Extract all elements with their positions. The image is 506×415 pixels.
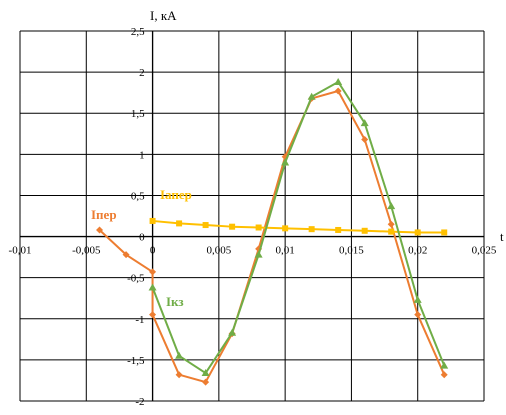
series-label-ikz: Iкз xyxy=(166,294,184,309)
data-point xyxy=(228,328,237,336)
y-tick-label: 2 xyxy=(139,67,145,79)
y-tick-label: -1 xyxy=(135,314,144,326)
data-point xyxy=(387,202,396,210)
x-tick-label: 0 xyxy=(150,245,156,257)
series-labels: Iпер Iапер Iкз xyxy=(91,187,192,309)
x-tick-label: 0,01 xyxy=(276,245,295,257)
data-point xyxy=(440,371,448,379)
y-tick-label: 1 xyxy=(139,149,145,161)
series-line xyxy=(151,80,446,375)
data-point xyxy=(308,226,315,233)
data-point xyxy=(149,311,157,319)
x-tick-labels: -0,01 -0,005 0 0,005 0,01 0,015 0,02 0,025 xyxy=(9,245,497,257)
y-tick-label: -2 xyxy=(135,396,144,408)
data-point xyxy=(255,224,262,231)
x-tick-label: 0,015 xyxy=(339,245,364,257)
data-point xyxy=(414,229,421,236)
data-point xyxy=(361,136,369,144)
data-point xyxy=(201,369,210,377)
data-point xyxy=(334,87,342,95)
x-tick-label: -0,005 xyxy=(72,245,101,257)
series-line xyxy=(152,219,445,234)
y-tick-label: -1,5 xyxy=(127,355,145,367)
x-tick-label: 0,025 xyxy=(472,245,497,257)
axes xyxy=(20,31,484,401)
data-point xyxy=(202,222,209,229)
series-label-iaper: Iапер xyxy=(160,187,192,202)
series-2 xyxy=(148,77,449,377)
data-point xyxy=(149,268,157,276)
series-label-iper: Iпер xyxy=(91,207,117,222)
data-point xyxy=(387,220,395,228)
data-point xyxy=(335,226,342,233)
data-point xyxy=(254,250,263,258)
y-tick-label: 1,5 xyxy=(131,108,145,120)
data-point xyxy=(361,227,368,234)
x-tick-label: -0,01 xyxy=(9,245,32,257)
data-point xyxy=(282,225,289,232)
data-point xyxy=(96,226,104,234)
data-point xyxy=(441,229,448,236)
series-1 xyxy=(149,217,448,236)
data-point xyxy=(122,251,130,259)
y-axis-label: I, кА xyxy=(150,8,177,23)
y-tick-label: 0 xyxy=(139,232,145,244)
data-point xyxy=(175,371,183,379)
data-point xyxy=(202,378,210,386)
data-point xyxy=(229,223,236,230)
data-point xyxy=(334,77,343,85)
data-point xyxy=(307,92,316,100)
data-point xyxy=(148,283,157,291)
data-point xyxy=(360,119,369,127)
x-axis-label: t xyxy=(500,229,504,244)
x-tick-label: 0,005 xyxy=(206,245,231,257)
y-tick-labels: 2,5 2 1,5 1 0,5 0 -0,5 -1 -1,5 -2 xyxy=(127,26,145,408)
y-tick-label: 0,5 xyxy=(131,190,145,202)
x-tick-label: 0,02 xyxy=(408,245,427,257)
data-point xyxy=(413,295,422,303)
data-point xyxy=(149,217,156,224)
data-point xyxy=(281,158,290,166)
data-point xyxy=(175,351,184,359)
data-point xyxy=(414,311,422,319)
data-point xyxy=(440,361,449,369)
y-tick-label: 2,5 xyxy=(131,26,145,38)
data-point xyxy=(176,220,183,227)
y-tick-label: -0,5 xyxy=(127,273,145,285)
data-point xyxy=(388,228,395,235)
series-layer xyxy=(96,77,449,386)
